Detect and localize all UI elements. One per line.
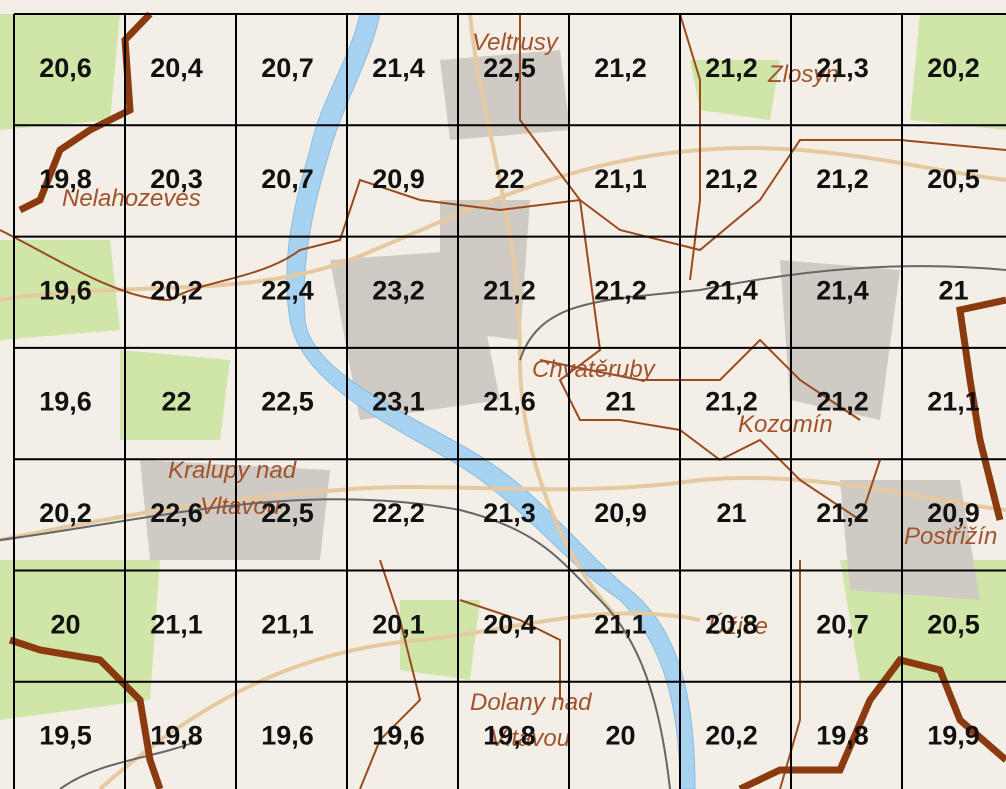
cell-value: 21,1 (261, 609, 314, 639)
cell-value: 20,9 (372, 164, 425, 194)
municipal-borders (0, 13, 1006, 789)
cell-value: 19,6 (39, 387, 92, 417)
cell-value: 22,5 (483, 53, 536, 83)
cell-value: 21,3 (483, 498, 536, 528)
cell-value: 21,3 (816, 53, 869, 83)
place-label: Veltrusy (472, 29, 560, 56)
cell-value: 21,2 (705, 387, 758, 417)
cell-value: 22 (494, 164, 524, 194)
place-label: Postřižín (904, 523, 997, 550)
cell-value: 19,8 (39, 164, 92, 194)
place-label: Kralupy nad (168, 457, 297, 484)
grid: 20,6 20,4 20,7 21,4 22,5 21,2 21,2 21,3 20,2 19,8… (13, 13, 1006, 789)
cell-value: 21,1 (594, 164, 647, 194)
place-label: Chvatěruby (532, 356, 657, 383)
cell-value: 20,7 (261, 53, 314, 83)
cell-value: 19,8 (150, 721, 203, 751)
cell-value: 21,1 (150, 609, 203, 639)
cell-value: 21,1 (927, 387, 980, 417)
cell-value: 21,6 (483, 387, 536, 417)
railways (0, 265, 1006, 789)
cell-value: 21,4 (816, 275, 869, 305)
cell-value: 20,9 (927, 498, 980, 528)
cell-value: 20,7 (816, 609, 869, 639)
place-labels: Veltrusy Zlosyn Nelahozeves Chvatěruby K… (62, 29, 997, 752)
place-label: Úžice (708, 613, 768, 640)
cell-value: 20,4 (483, 609, 536, 639)
cell-value: 21,4 (372, 53, 425, 83)
place-label: Vltavou (200, 493, 280, 520)
cell-value: 22,4 (261, 275, 314, 305)
place-label: Nelahozeves (62, 185, 201, 212)
cell-value: 21,2 (816, 387, 869, 417)
cell-value: 21,2 (705, 164, 758, 194)
cell-value: 23,1 (372, 387, 425, 417)
cell-value: 20,2 (705, 721, 758, 751)
cell-value: 21,2 (816, 164, 869, 194)
cell-value: 21,2 (483, 275, 536, 305)
cell-value: 22,5 (261, 498, 314, 528)
place-label: Vltavou (490, 725, 570, 752)
place-label: Zlosyn (767, 61, 839, 88)
cell-value: 22,2 (372, 498, 425, 528)
cell-value: 21,2 (594, 275, 647, 305)
cell-value: 20,5 (927, 609, 980, 639)
cell-value: 20,1 (372, 609, 425, 639)
cell-value: 21,1 (594, 609, 647, 639)
cell-value: 22,6 (150, 498, 203, 528)
cell-value: 19,6 (39, 275, 92, 305)
cell-value: 19,9 (927, 721, 980, 751)
cell-value: 20,7 (261, 164, 314, 194)
cell-value: 21 (938, 275, 968, 305)
cell-value: 20 (50, 609, 80, 639)
cell-value: 21 (605, 387, 635, 417)
cell-value: 20 (605, 721, 635, 751)
cell-value: 19,8 (483, 721, 536, 751)
cell-value: 22,5 (261, 387, 314, 417)
cell-value: 22 (161, 387, 191, 417)
cell-value: 21,2 (705, 53, 758, 83)
cell-value: 21 (716, 498, 746, 528)
cell-value: 21,4 (705, 275, 758, 305)
river (286, 13, 696, 789)
cell-value: 19,8 (816, 721, 869, 751)
cell-value: 20,2 (150, 275, 203, 305)
cell-value: 19,6 (261, 721, 314, 751)
cell-value: 20,5 (927, 164, 980, 194)
place-label: Kozomín (738, 411, 833, 438)
cell-value: 20,4 (150, 53, 203, 83)
cell-value: 20,6 (39, 53, 92, 83)
cell-value: 19,5 (39, 721, 92, 751)
cell-value: 20,2 (927, 53, 980, 83)
cell-value: 20,9 (594, 498, 647, 528)
cell-value: 21,2 (594, 53, 647, 83)
cell-value: 21,2 (816, 498, 869, 528)
cell-value: 23,2 (372, 275, 425, 305)
cell-value: 20,2 (39, 498, 92, 528)
cell-value: 19,6 (372, 721, 425, 751)
cell-value: 20,8 (705, 609, 758, 639)
place-label: Dolany nad (470, 689, 592, 716)
cell-value: 20,3 (150, 164, 203, 194)
